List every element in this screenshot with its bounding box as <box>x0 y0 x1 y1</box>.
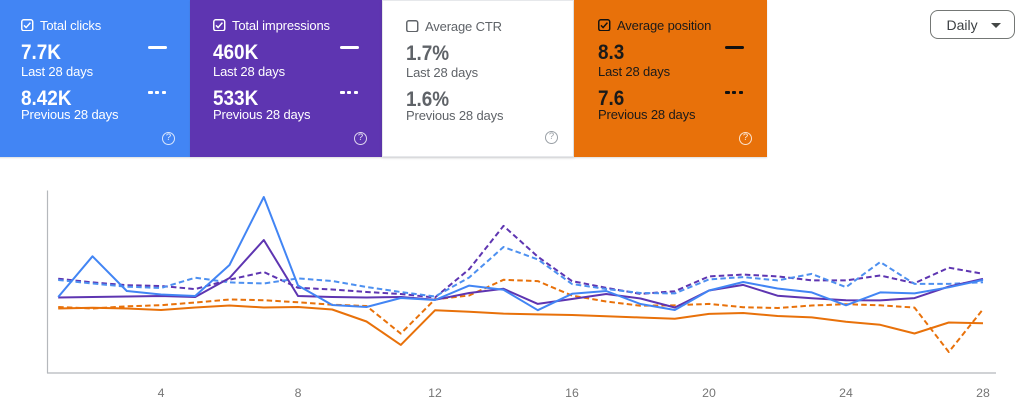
svg-text:16: 16 <box>565 386 579 400</box>
svg-text:8: 8 <box>295 386 302 400</box>
svg-text:24: 24 <box>839 386 853 400</box>
svg-text:12: 12 <box>428 386 442 400</box>
svg-text:28: 28 <box>976 386 990 400</box>
svg-text:20: 20 <box>702 386 716 400</box>
svg-text:4: 4 <box>158 386 165 400</box>
